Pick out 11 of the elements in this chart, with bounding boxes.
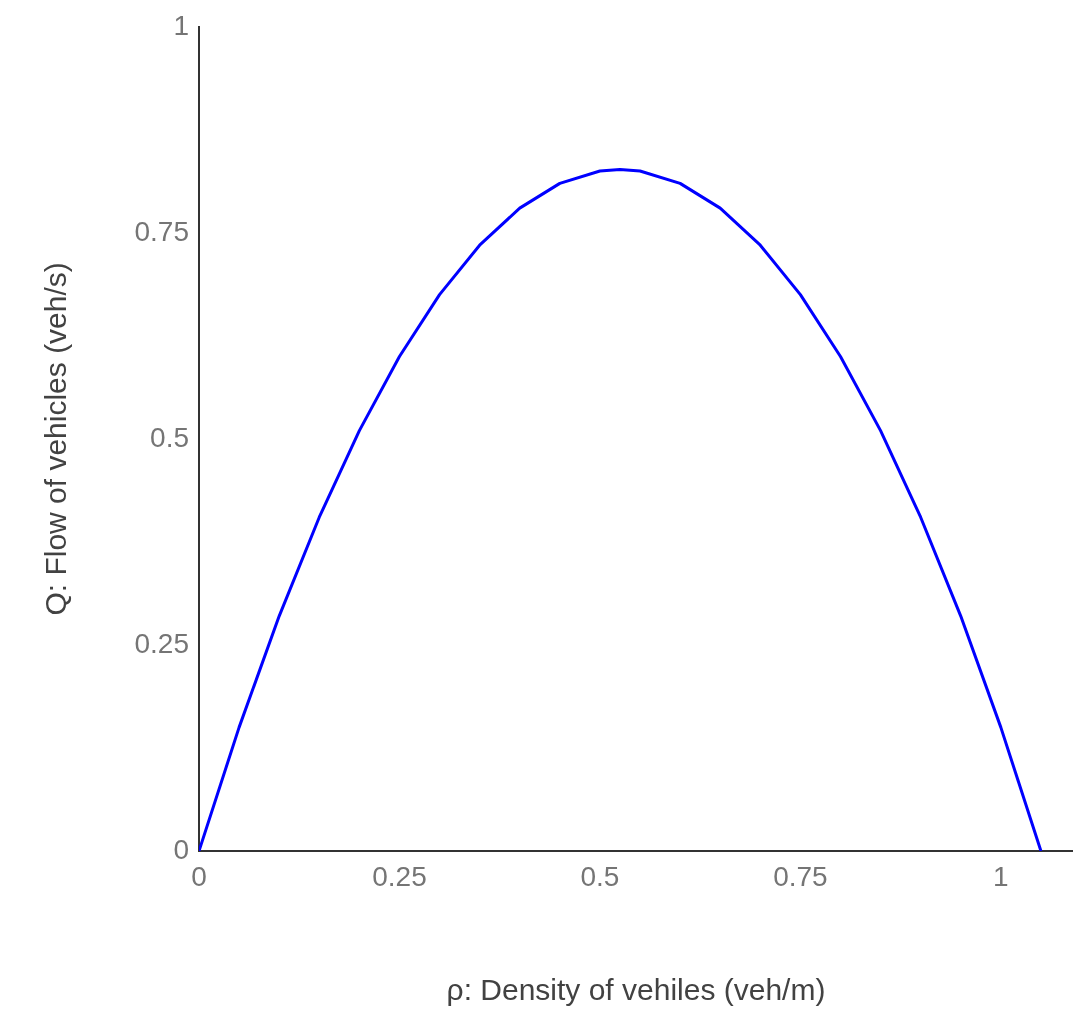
- y-axis-title: Q: Flow of vehicles (veh/s): [39, 262, 73, 616]
- y-tick-label: 0.5: [150, 421, 189, 453]
- x-tick-label: 0.5: [580, 860, 620, 892]
- y-tick-label: 0.25: [134, 627, 189, 659]
- y-tick-label: 1: [173, 9, 189, 41]
- y-tick-label: 0.75: [134, 215, 189, 247]
- x-axis-title: ρ: Density of vehiles (veh/m): [446, 973, 826, 1007]
- y-tick-label: 0: [173, 833, 189, 865]
- x-tick-label: 0.25: [372, 860, 427, 892]
- x-tick-label: 1: [993, 860, 1009, 892]
- x-tick-label: 0.75: [773, 860, 828, 892]
